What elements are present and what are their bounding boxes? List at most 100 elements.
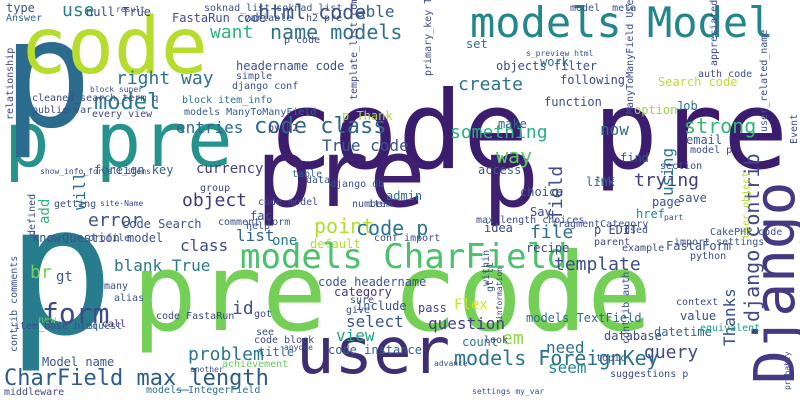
cloud-word: Answer — [6, 14, 42, 24]
cloud-word: appreciated p — [710, 0, 720, 66]
cloud-word: data — [306, 176, 330, 186]
cloud-word: following — [560, 74, 625, 86]
cloud-word: class — [180, 238, 228, 254]
cloud-word: now — [600, 122, 629, 138]
cloud-word: entries — [176, 120, 243, 136]
cloud-word: s_preview html — [526, 50, 593, 58]
cloud-word: cleaned_search_term q — [32, 94, 158, 104]
cloud-word: primary_key True — [424, 0, 434, 76]
cloud-word: code model — [258, 198, 318, 208]
cloud-word: item — [368, 200, 392, 210]
cloud-word: got — [254, 310, 272, 320]
cloud-word: value — [680, 310, 716, 322]
cloud-word: topic — [596, 354, 626, 364]
cloud-word: test — [596, 176, 615, 184]
cloud-word: True code — [322, 138, 409, 154]
cloud-word: h2 pre — [306, 14, 342, 24]
cloud-word: group — [200, 184, 230, 194]
cloud-word: query — [644, 344, 698, 362]
cloud-word: example — [622, 244, 664, 254]
cloud-word: model p — [690, 146, 732, 156]
cloud-word: question — [428, 316, 505, 332]
cloud-word: default — [310, 238, 361, 250]
cloud-word: br — [30, 264, 52, 282]
cloud-word: recipe — [526, 242, 569, 254]
cloud-word: contrib comments — [10, 256, 20, 352]
cloud-word: advance — [434, 360, 468, 368]
cloud-word: user_related_name — [760, 30, 770, 132]
cloud-word: make — [498, 118, 527, 130]
cloud-word: blank True — [114, 258, 210, 274]
cloud-word: suggestions p — [610, 370, 688, 380]
cloud-word: create — [458, 76, 523, 94]
cloud-word: set — [466, 38, 488, 50]
cloud-word: django db — [330, 180, 384, 190]
cloud-word: Event — [790, 114, 800, 144]
cloud-word: part — [664, 214, 683, 222]
cloud-word: public var — [32, 106, 92, 116]
cloud-word: code FastaRun — [156, 312, 234, 322]
cloud-word: soknad_list soknad_list — [204, 4, 342, 14]
cloud-word: access — [478, 164, 521, 176]
cloud-word: function — [544, 96, 602, 108]
cloud-word: information — [496, 267, 504, 320]
cloud-word: equivalent — [700, 324, 760, 334]
cloud-word: give — [346, 306, 370, 316]
cloud-word: models IntegerField — [146, 386, 260, 396]
cloud-word: save — [678, 192, 707, 204]
cloud-word: call — [102, 320, 126, 330]
cloud-word: models ManyToManyField — [184, 108, 316, 118]
cloud-word: context — [676, 298, 718, 308]
cloud-word: want — [210, 24, 253, 42]
cloud-word: p code — [284, 36, 320, 46]
cloud-word: find — [620, 152, 649, 164]
cloud-word: within — [482, 250, 492, 286]
cloud-word: block item_info — [182, 96, 272, 106]
cloud-word: alias — [114, 294, 144, 304]
cloud-word: one — [272, 234, 297, 248]
cloud-word: relationship — [6, 48, 16, 120]
cloud-word: Thanks — [722, 288, 738, 346]
cloud-word: block super — [90, 86, 143, 94]
cloud-word: import settings — [674, 238, 764, 248]
cloud-word: every view — [92, 110, 152, 120]
cloud-word: add — [38, 199, 52, 224]
cloud-word: currency — [196, 162, 263, 176]
cloud-word: Job — [676, 100, 698, 112]
cloud-word: another — [190, 366, 224, 374]
cloud-word: pass — [418, 302, 447, 314]
cloud-word: option — [634, 104, 677, 116]
cloud-word: need — [546, 340, 585, 356]
cloud-word: comment form — [218, 218, 290, 228]
cloud-word: id — [232, 300, 254, 318]
cloud-word: Model name — [42, 356, 114, 368]
cloud-word: middleware — [4, 388, 64, 398]
cloud-word: seem — [548, 360, 587, 376]
cloud-word: Flex — [454, 298, 488, 312]
cloud-word: used — [624, 226, 648, 236]
cloud-word: max_length choices — [476, 216, 584, 226]
cloud-word: contrib auth — [622, 272, 632, 344]
cloud-word: p Thank — [342, 110, 393, 122]
cloud-word: settings my_var — [472, 388, 544, 396]
cloud-word: python — [690, 252, 726, 262]
cloud-word: ManyToManyField User — [626, 0, 636, 114]
cloud-word: anyone — [284, 344, 313, 352]
cloud-word: many — [104, 282, 128, 292]
cloud-word: profile — [88, 234, 130, 244]
cloud-word: django conf — [232, 82, 298, 92]
cloud-word: look — [484, 336, 508, 346]
cloud-word: site-Name — [100, 200, 143, 208]
cloud-word: view — [336, 328, 375, 344]
cloud-word: auth code — [698, 70, 752, 80]
cloud-word: code Search — [122, 218, 201, 230]
cloud-word: achievement — [222, 360, 288, 370]
cloud-word: defined — [28, 194, 38, 236]
cloud-word: section — [660, 162, 702, 172]
cloud-word: probably — [784, 351, 792, 390]
cloud-word: choice — [520, 186, 563, 198]
cloud-word: object — [182, 192, 247, 210]
cloud-word: py h2 — [268, 124, 298, 134]
cloud-word: conf import — [374, 234, 440, 244]
